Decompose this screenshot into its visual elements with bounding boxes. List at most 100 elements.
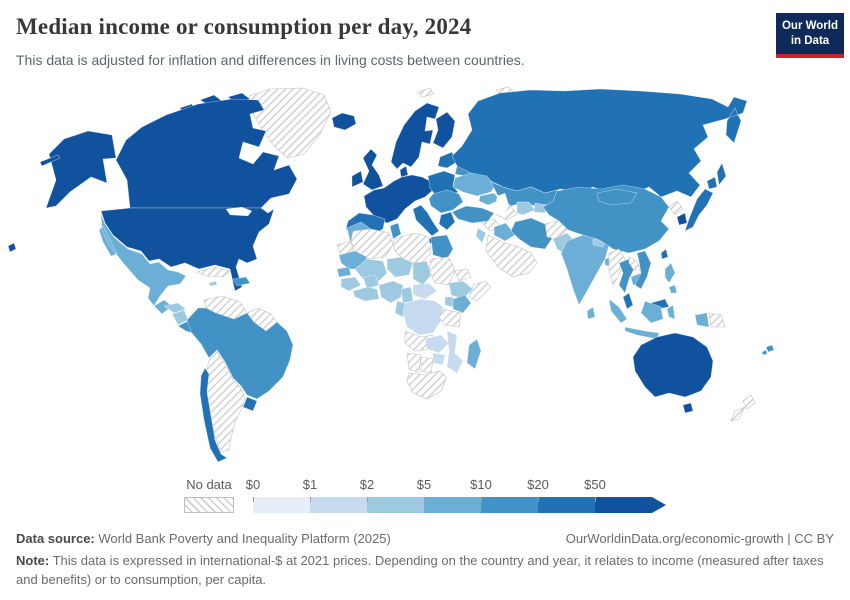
country-denmark[interactable] <box>399 165 409 178</box>
country-central-african-republic[interactable] <box>412 282 438 300</box>
data-source: Data source: World Bank Poverty and Ineq… <box>16 531 391 546</box>
country-finland[interactable] <box>432 111 456 149</box>
country-fiji[interactable] <box>761 344 775 356</box>
legend-no-data-swatch[interactable] <box>184 497 234 513</box>
country-greece[interactable] <box>438 211 456 231</box>
country-namibia[interactable] <box>406 352 422 374</box>
legend-swatch-5-10[interactable] <box>424 497 481 513</box>
country-south-korea[interactable] <box>676 212 688 226</box>
country-hawaii[interactable] <box>7 242 17 253</box>
data-source-label: Data source: <box>16 531 95 546</box>
country-china[interactable] <box>542 184 670 254</box>
legend-tickmark <box>253 497 254 502</box>
country-zimbabwe[interactable] <box>432 352 446 366</box>
country-levant[interactable] <box>475 227 487 244</box>
legend-tickmark <box>367 497 368 502</box>
country-uzbekistan[interactable] <box>516 201 536 216</box>
legend-swatch-50plus[interactable] <box>595 497 652 513</box>
country-kyrgyzstan-tajikistan[interactable] <box>533 202 548 214</box>
country-north-korea[interactable] <box>668 200 684 216</box>
country-sudan[interactable] <box>428 256 456 286</box>
legend-swatch-0-1[interactable] <box>253 497 310 513</box>
legend-arrow-cap <box>652 497 666 513</box>
country-honduras[interactable] <box>163 302 187 314</box>
owid-logo-line1: Our World <box>781 20 838 33</box>
country-new-zealand[interactable] <box>730 394 756 422</box>
legend-tick-2: $2 <box>359 477 375 492</box>
country-algeria[interactable] <box>350 228 394 260</box>
country-madagascar[interactable] <box>466 338 482 370</box>
country-niger[interactable] <box>386 256 414 278</box>
country-australia[interactable] <box>632 332 714 414</box>
owid-logo-line2: in Data <box>790 34 830 47</box>
legend-swatch-20-50[interactable] <box>538 497 595 513</box>
country-chad[interactable] <box>412 260 432 286</box>
country-tanzania[interactable] <box>438 308 462 328</box>
legend-tick-50: $50 <box>584 477 606 492</box>
country-horn-of-africa[interactable] <box>454 268 492 302</box>
country-taiwan[interactable] <box>660 248 669 260</box>
country-japan[interactable] <box>684 176 718 232</box>
aleutian-islands[interactable] <box>39 154 61 167</box>
country-jamaica[interactable] <box>208 280 218 287</box>
country-kenya[interactable] <box>452 294 472 314</box>
legend-swatch-2-5[interactable] <box>367 497 424 513</box>
legend-color-bar: $0 $1 $2 $5 $10 $20 $50 <box>246 477 666 513</box>
country-egypt[interactable] <box>430 234 454 260</box>
legend-tick-10: $10 <box>470 477 492 492</box>
country-iran[interactable] <box>510 217 554 250</box>
country-western-sahara[interactable] <box>336 240 354 256</box>
country-sri-lanka[interactable] <box>586 306 596 320</box>
country-usa[interactable] <box>100 207 275 292</box>
country-malawi-mozambique[interactable] <box>446 330 464 374</box>
country-balkans-romania[interactable] <box>428 189 464 214</box>
country-chile[interactable] <box>199 367 228 463</box>
country-iceland[interactable] <box>331 112 357 131</box>
country-norway-sweden[interactable] <box>390 102 440 170</box>
country-senegal[interactable] <box>336 266 352 278</box>
country-greenland[interactable] <box>248 87 332 159</box>
country-ireland[interactable] <box>351 170 364 188</box>
country-uruguay[interactable] <box>242 396 258 412</box>
great-lakes <box>226 207 252 216</box>
country-ethiopia[interactable] <box>448 280 474 300</box>
country-laos[interactable] <box>628 256 642 272</box>
owid-link[interactable]: OurWorldinData.org/economic-growth | CC … <box>565 531 834 546</box>
owid-logo-accent-bar <box>776 54 844 58</box>
country-nigeria[interactable] <box>378 280 404 304</box>
country-canada[interactable] <box>115 98 298 209</box>
country-zambia[interactable] <box>424 334 450 354</box>
country-uk[interactable] <box>362 148 384 191</box>
country-mongolia[interactable] <box>596 188 638 206</box>
country-myanmar[interactable] <box>608 248 626 286</box>
country-tunisia[interactable] <box>389 222 402 240</box>
country-cuba[interactable] <box>196 266 231 278</box>
country-uganda[interactable] <box>444 296 454 308</box>
country-turkey[interactable] <box>451 205 495 224</box>
country-congo-gabon[interactable] <box>394 300 406 318</box>
country-cameroon[interactable] <box>400 286 414 304</box>
legend-tick-0: $0 <box>245 477 261 492</box>
country-botswana[interactable] <box>420 356 434 374</box>
country-drc[interactable] <box>402 298 444 336</box>
country-philippines[interactable] <box>664 262 678 294</box>
country-ivory-coast-ghana[interactable] <box>352 286 380 302</box>
legend-swatch-10-20[interactable] <box>481 497 538 513</box>
svalbard-islands[interactable] <box>417 87 435 98</box>
country-vietnam[interactable] <box>634 250 652 290</box>
country-guinea-region[interactable] <box>340 276 362 292</box>
country-iraq[interactable] <box>493 222 516 242</box>
country-brazil-and-andean[interactable] <box>186 307 294 400</box>
country-afghanistan[interactable] <box>544 219 568 240</box>
country-mexico[interactable] <box>98 213 187 307</box>
country-south-africa[interactable] <box>406 370 448 400</box>
legend-tick-20: $20 <box>527 477 549 492</box>
country-papua-new-guinea[interactable] <box>708 312 726 328</box>
legend-tickmark <box>595 497 596 502</box>
country-alaska[interactable] <box>45 130 117 209</box>
country-russia[interactable] <box>451 88 748 198</box>
country-caucasus[interactable] <box>478 192 501 206</box>
country-arabian-peninsula[interactable] <box>485 234 538 278</box>
country-hispaniola[interactable] <box>232 276 251 287</box>
legend-swatch-1-2[interactable] <box>310 497 367 513</box>
